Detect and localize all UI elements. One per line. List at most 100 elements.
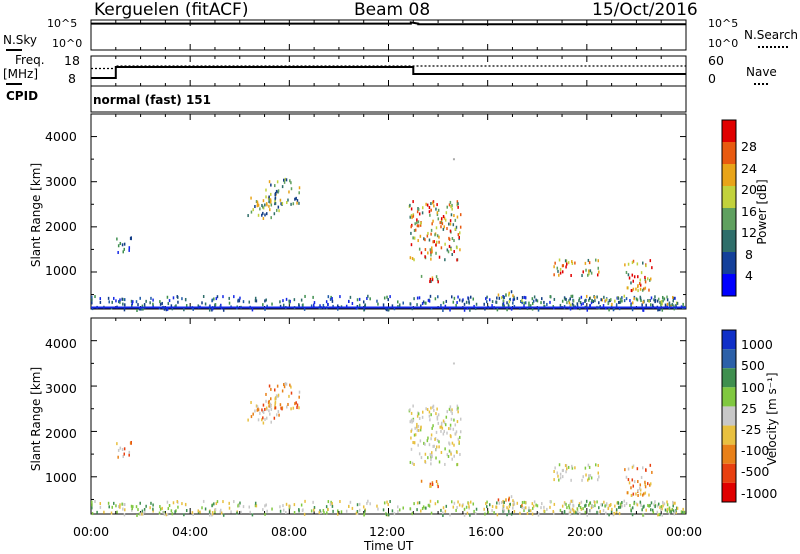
power-cell bbox=[445, 211, 448, 215]
power-cell bbox=[369, 297, 371, 301]
velocity-cell bbox=[650, 508, 652, 512]
power-cell bbox=[166, 295, 169, 299]
power-cbar-tick-4: 4 bbox=[745, 268, 753, 283]
velocity-cell bbox=[633, 480, 636, 484]
velocity-cell bbox=[523, 509, 525, 513]
power-cell bbox=[449, 200, 452, 204]
power-cell bbox=[644, 278, 646, 282]
velocity-cell bbox=[673, 501, 675, 505]
power-cell bbox=[646, 277, 649, 281]
velocity-cell bbox=[449, 405, 452, 409]
power-cell bbox=[91, 295, 93, 299]
power-cell bbox=[391, 304, 394, 308]
velocity-cell bbox=[326, 511, 328, 515]
velocity-panel-frame bbox=[90, 317, 687, 515]
velocity-ytick-4000: 4000 bbox=[45, 336, 77, 351]
velocity-cell bbox=[636, 503, 639, 507]
velocity-cell bbox=[420, 509, 422, 513]
power-cell bbox=[602, 304, 605, 308]
velocity-cell bbox=[416, 428, 419, 432]
power-cell bbox=[561, 270, 564, 274]
power-cell bbox=[506, 301, 508, 305]
power-cell bbox=[598, 270, 600, 274]
velocity-cell bbox=[521, 503, 523, 507]
velocity-cell bbox=[594, 463, 597, 467]
velocity-cell bbox=[264, 417, 266, 421]
power-cell bbox=[437, 217, 440, 221]
velocity-cell bbox=[428, 410, 431, 414]
power-cell bbox=[274, 196, 277, 200]
power-cell bbox=[222, 295, 224, 299]
velocity-cell bbox=[453, 501, 456, 505]
velocity-cell bbox=[91, 506, 93, 510]
velocity-cell bbox=[286, 405, 288, 409]
power-cell bbox=[521, 296, 524, 300]
power-cell bbox=[265, 202, 268, 206]
power-cell bbox=[281, 185, 284, 189]
velocity-cell bbox=[449, 427, 452, 431]
velocity-cell bbox=[531, 502, 534, 506]
power-cell bbox=[633, 275, 636, 279]
power-cell bbox=[582, 270, 584, 274]
velocity-cell bbox=[512, 503, 514, 507]
power-cell bbox=[242, 300, 245, 304]
power-cell bbox=[621, 296, 623, 300]
velocity-cell bbox=[632, 492, 635, 496]
velocity-cell bbox=[429, 418, 431, 422]
power-cell bbox=[628, 276, 631, 280]
velocity-cell bbox=[323, 511, 325, 515]
velocity-colorbar-swatch bbox=[722, 444, 736, 464]
power-cell bbox=[448, 244, 451, 248]
velocity-cell bbox=[648, 493, 650, 497]
velocity-cell bbox=[523, 500, 526, 504]
velocity-cell bbox=[313, 508, 315, 512]
velocity-cell bbox=[571, 466, 574, 470]
power-cell bbox=[624, 263, 626, 267]
power-cell bbox=[648, 288, 650, 292]
velocity-cell bbox=[168, 504, 171, 508]
power-cell bbox=[578, 297, 581, 301]
velocity-cell bbox=[466, 511, 469, 515]
power-cell bbox=[402, 301, 404, 305]
velocity-cell bbox=[524, 501, 527, 505]
power-cbar-tick-28: 28 bbox=[741, 139, 757, 154]
velocity-cell bbox=[582, 507, 584, 511]
velocity-cell bbox=[152, 509, 154, 513]
power-cell bbox=[636, 262, 639, 266]
power-cell bbox=[473, 304, 475, 308]
velocity-cell bbox=[467, 502, 470, 506]
power-cell bbox=[421, 211, 424, 215]
power-cell bbox=[256, 200, 259, 204]
velocity-cell bbox=[161, 506, 163, 510]
velocity-cell bbox=[491, 509, 493, 513]
velocity-cell bbox=[502, 504, 505, 508]
velocity-cell bbox=[497, 498, 500, 502]
velocity-cell bbox=[442, 513, 444, 517]
power-cell bbox=[618, 300, 620, 304]
velocity-cell bbox=[215, 502, 218, 506]
power-cell bbox=[434, 233, 436, 237]
velocity-cell bbox=[185, 509, 188, 513]
velocity-cell bbox=[588, 477, 590, 481]
velocity-cell bbox=[623, 504, 626, 508]
power-cell bbox=[123, 298, 126, 302]
velocity-cell bbox=[284, 382, 287, 386]
velocity-cell bbox=[532, 504, 535, 508]
power-cell bbox=[176, 295, 179, 299]
velocity-cell bbox=[430, 437, 432, 441]
power-cell bbox=[429, 248, 432, 252]
power-cell bbox=[588, 261, 591, 265]
velocity-cell bbox=[444, 423, 447, 427]
power-cell bbox=[528, 301, 530, 305]
power-cell bbox=[592, 300, 594, 304]
velocity-cell bbox=[659, 506, 661, 510]
power-cell bbox=[526, 307, 529, 311]
power-cell bbox=[416, 224, 419, 228]
velocity-cell bbox=[143, 508, 146, 512]
velocity-cell bbox=[96, 510, 98, 514]
power-cell bbox=[130, 299, 133, 303]
velocity-cell bbox=[641, 493, 644, 497]
velocity-cell bbox=[576, 510, 579, 514]
velocity-cell bbox=[409, 420, 412, 424]
power-cell bbox=[521, 299, 523, 303]
